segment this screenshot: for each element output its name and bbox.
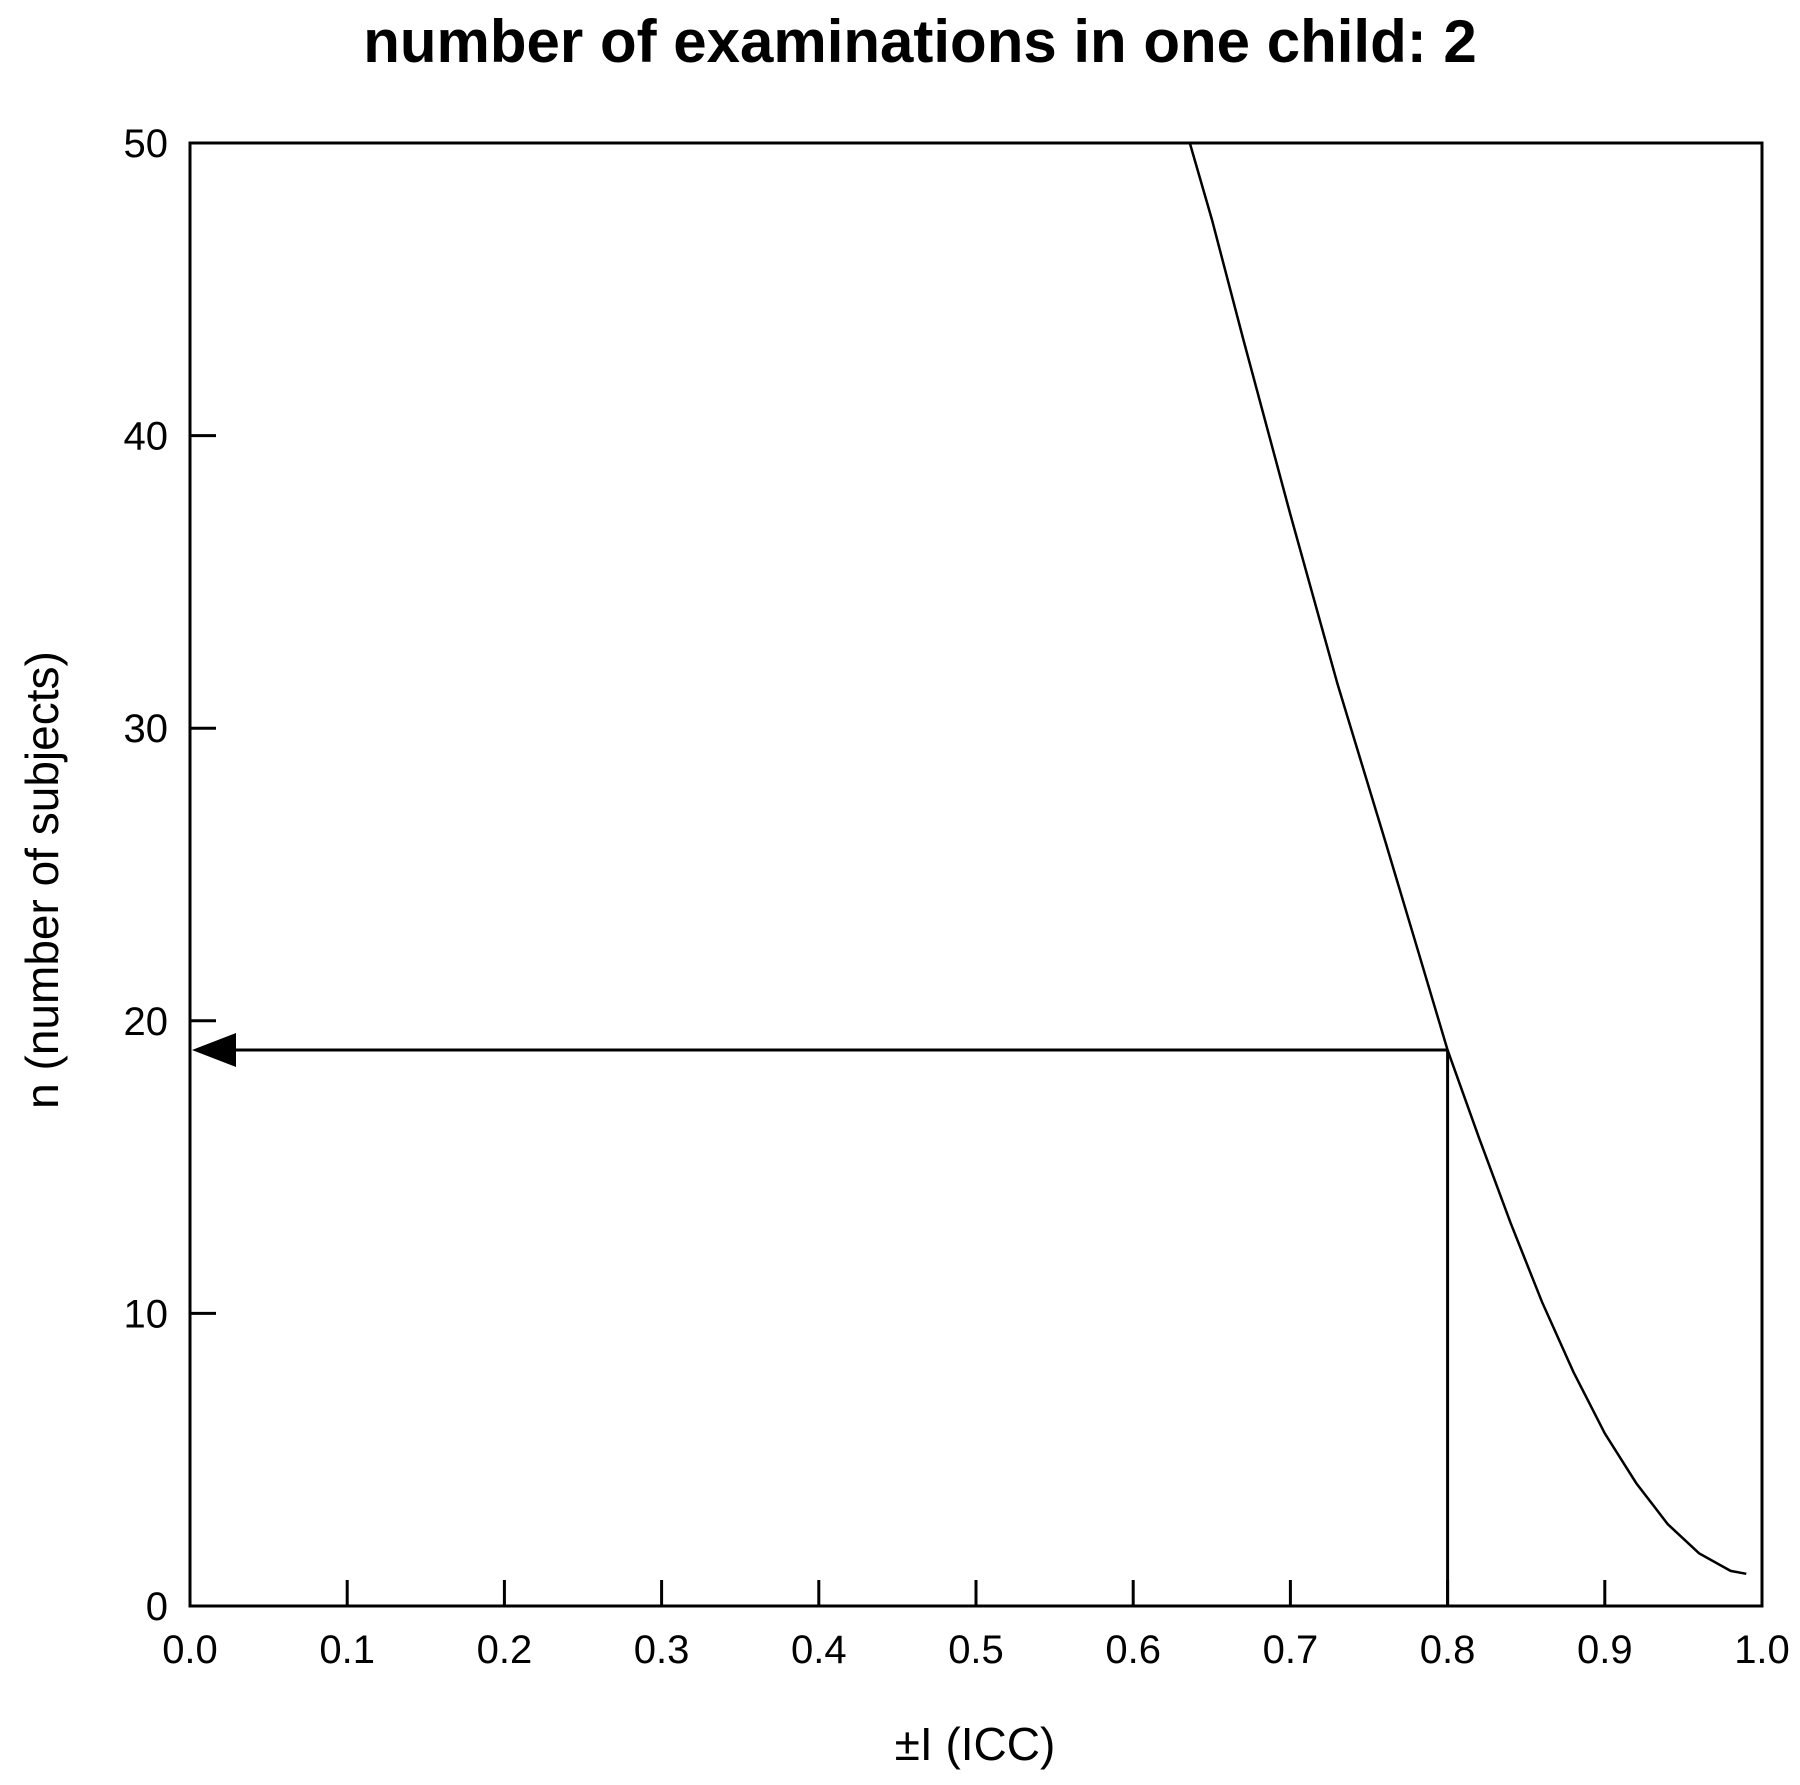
series-line [1188,142,1747,1576]
x-tick-label: 0.3 [634,1628,690,1672]
chart-title: number of examinations in one child: 2 [363,8,1477,75]
x-tick-label: 0.5 [948,1628,1004,1672]
reference-lines [192,1033,1450,1606]
x-tick-label: 0.1 [319,1628,375,1672]
x-tick-label: 0.4 [791,1628,847,1672]
y-tick-label: 0 [146,1585,168,1629]
x-tick-label: 0.0 [162,1628,218,1672]
x-tick-label: 0.9 [1577,1628,1633,1672]
y-tick-label: 10 [124,1292,169,1336]
ticks-layer: 0.0 0.1 0.2 0.3 0.4 0.5 0.6 0.7 0.8 0.9 1.0 0 10 20 30… [124,122,1790,1672]
y-tick-label: 30 [124,707,169,751]
y-tick-label: 50 [124,122,169,166]
x-tick-label: 0.2 [477,1628,533,1672]
y-axis-label: n (number of subjects) [16,651,68,1109]
x-tick-label: 1.0 [1734,1628,1790,1672]
arrowhead [192,1033,236,1068]
y-tick-label: 20 [124,1000,169,1044]
y-tick-label: 40 [124,415,169,459]
x-tick-label: 0.7 [1263,1628,1319,1672]
x-tick-label: 0.8 [1420,1628,1476,1672]
x-tick-label: 0.6 [1105,1628,1161,1672]
plot-frame [188,141,1764,1608]
x-axis-label: ±I (ICC) [895,1718,1056,1770]
